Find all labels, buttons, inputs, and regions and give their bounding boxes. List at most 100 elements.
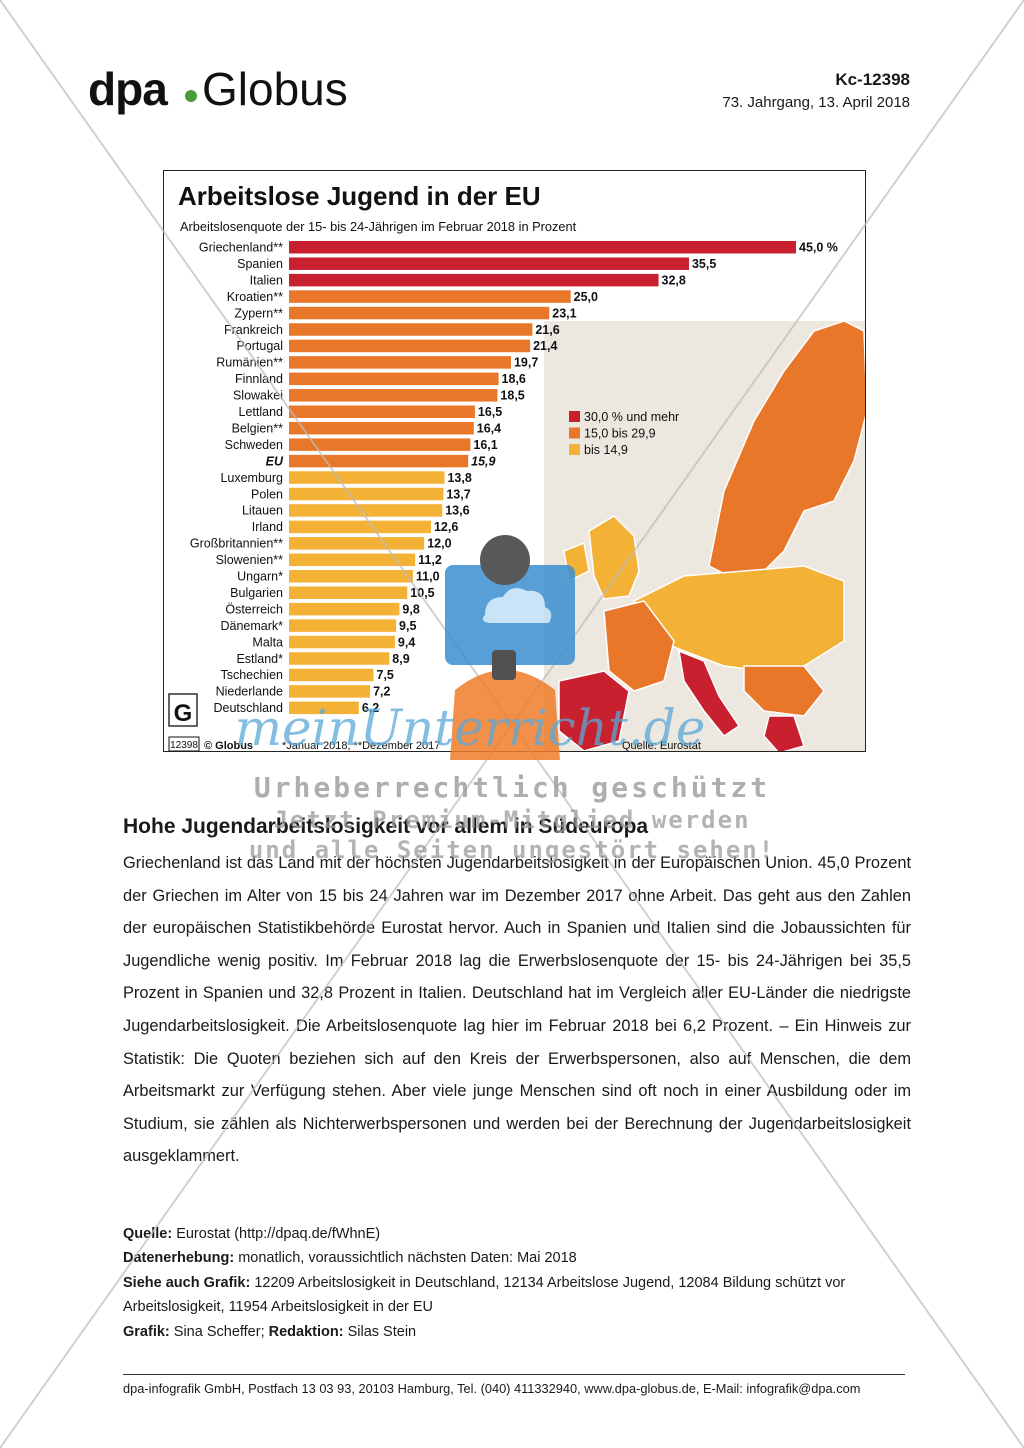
bar <box>289 323 533 336</box>
value-label: 7,5 <box>377 668 394 682</box>
value-label: 23,1 <box>552 306 576 320</box>
category-label: Schweden <box>225 438 283 452</box>
meta-editor-value: Silas Stein <box>347 1323 417 1340</box>
value-label: 16,5 <box>478 405 502 419</box>
value-label: 13,6 <box>445 504 469 518</box>
badge-number: 12398 <box>170 740 198 751</box>
bar <box>289 273 659 287</box>
category-label: Österreich <box>225 602 283 616</box>
footer-divider <box>123 1374 905 1375</box>
globus-badge: G 12398 <box>168 693 200 751</box>
category-label: Tschechien <box>220 668 283 682</box>
chart-subtitle: Arbeitslosenquote der 15- bis 24-Jährige… <box>180 219 577 234</box>
legend-swatch <box>569 411 580 422</box>
bar <box>289 586 408 599</box>
value-label: 21,6 <box>535 323 559 337</box>
meta-collection: Datenerhebung: monatlich, voraussichtlic… <box>123 1246 923 1270</box>
footer-contact: dpa-infografik GmbH, Postfach 13 03 93, … <box>123 1381 861 1396</box>
chart-source: Quelle: Eurostat <box>622 740 701 752</box>
bar <box>289 668 374 682</box>
logo-dot-icon <box>185 90 197 102</box>
bar <box>289 553 416 567</box>
value-label: 18,6 <box>502 372 526 386</box>
value-label: 21,4 <box>533 339 557 353</box>
value-label: 13,8 <box>447 471 471 485</box>
category-label: Estland* <box>236 652 283 666</box>
category-label: Lettland <box>239 405 284 419</box>
meta-source-label: Quelle: <box>123 1226 173 1242</box>
meta-graphic-label: Grafik: <box>123 1323 170 1340</box>
legend-label: bis 14,9 <box>584 443 628 457</box>
meta-collection-label: Datenerhebung: <box>123 1250 235 1267</box>
value-label: 13,7 <box>446 487 470 501</box>
value-label: 7,2 <box>373 685 390 699</box>
value-label: 32,8 <box>662 273 686 287</box>
bar <box>289 421 474 435</box>
chart-footnote: *Januar 2018, **Dezember 2017 <box>282 740 440 752</box>
dpa-globus-logo: dpa Globus <box>88 62 388 132</box>
category-label: Portugal <box>236 339 283 353</box>
article-body: Griechenland ist das Land mit der höchst… <box>123 854 911 1166</box>
bar <box>289 290 571 303</box>
category-label: Bulgarien <box>230 586 283 600</box>
category-label: Frankreich <box>224 323 283 337</box>
category-label: Litauen <box>242 504 283 518</box>
category-label: Großbritannien** <box>190 537 283 551</box>
legend-swatch <box>569 427 580 439</box>
category-label: Slowakei <box>233 389 283 403</box>
meta-credits: Grafik: Sina Scheffer; Redaktion: Silas … <box>123 1320 923 1344</box>
bar <box>289 372 499 386</box>
value-label: 11,2 <box>418 553 442 567</box>
bar <box>289 570 413 583</box>
article-headline: Hohe Jugendarbeitslosigkeit vor allem in… <box>123 815 649 838</box>
logo-globus-text: Globus <box>202 63 348 115</box>
chart-title: Arbeitslose Jugend in der EU <box>178 181 541 211</box>
value-label: 16,4 <box>477 421 501 435</box>
category-label: Irland <box>252 520 283 534</box>
value-label: 16,1 <box>473 438 497 452</box>
bar <box>289 487 444 501</box>
category-label: Griechenland** <box>199 241 283 255</box>
category-label: Belgien** <box>232 421 284 435</box>
bar <box>289 438 471 451</box>
bar <box>289 389 498 402</box>
bar <box>289 652 390 665</box>
value-label: 9,4 <box>398 635 415 649</box>
europe-map <box>544 320 865 751</box>
meta-collection-value: monatlich, voraussichtlich nächsten Date… <box>238 1250 577 1267</box>
bar <box>289 471 445 484</box>
map-iberia <box>558 670 630 751</box>
bar <box>289 339 531 353</box>
bar <box>289 257 689 270</box>
category-label: EU <box>266 454 284 468</box>
meta-graphic-value: Sina Scheffer; <box>173 1323 265 1340</box>
value-label: 11,0 <box>416 570 440 584</box>
value-label: 25,0 <box>574 290 598 304</box>
category-label: Niederlande <box>216 685 283 699</box>
category-label: Rumänien** <box>216 356 283 370</box>
article-meta: Quelle: Eurostat (http://dpaq.de/fWhnE) … <box>123 1222 923 1344</box>
graphic-code: Kc-12398 <box>835 70 910 89</box>
chart-frame: Arbeitslose Jugend in der EU Arbeitslose… <box>163 170 866 752</box>
value-label: 18,5 <box>500 389 524 403</box>
meta-editor-label: Redaktion: <box>268 1323 344 1340</box>
value-label: 6,2 <box>362 701 379 715</box>
category-label: Kroatien** <box>227 290 283 304</box>
bar <box>289 306 550 320</box>
bar <box>289 241 796 254</box>
chart-copyright: © Globus <box>204 740 253 752</box>
category-label: Dänemark* <box>220 619 283 633</box>
bar <box>289 602 400 616</box>
value-label: 10,5 <box>410 586 434 600</box>
watermark-copyright: Urheberrechtlich geschützt <box>254 771 770 804</box>
bar <box>289 701 359 715</box>
bar <box>289 685 371 698</box>
category-label: Finnland <box>235 372 283 386</box>
bar <box>289 504 443 517</box>
globus-g-icon: G <box>174 700 193 727</box>
logo-dpa-text: dpa <box>88 63 168 115</box>
value-label: 19,7 <box>514 356 538 370</box>
bar <box>289 537 425 550</box>
category-label: Zypern** <box>234 306 283 320</box>
value-label: 15,9 <box>471 454 495 468</box>
